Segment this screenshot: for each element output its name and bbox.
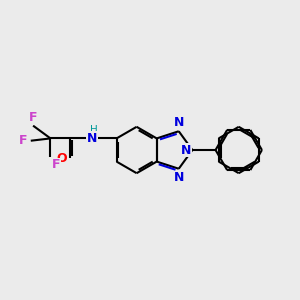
Text: N: N — [181, 143, 191, 157]
Text: F: F — [19, 134, 28, 147]
Text: F: F — [29, 111, 37, 124]
Text: N: N — [174, 171, 184, 184]
Text: N: N — [174, 116, 184, 129]
Text: O: O — [56, 152, 67, 165]
Text: H: H — [90, 125, 98, 135]
Text: N: N — [87, 132, 98, 145]
Text: F: F — [52, 158, 61, 171]
